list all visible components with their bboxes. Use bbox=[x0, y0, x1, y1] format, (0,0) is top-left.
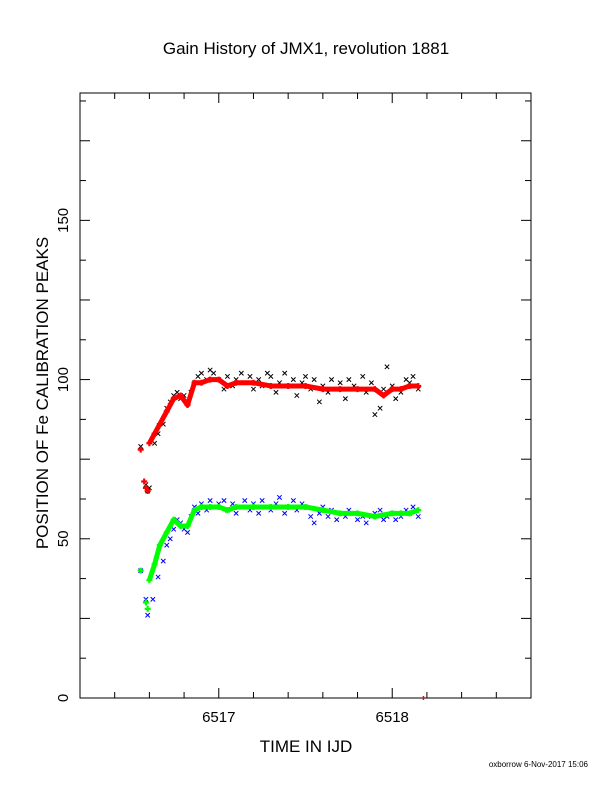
x-axis-label: TIME IN IJD bbox=[260, 737, 353, 756]
data-point bbox=[137, 446, 144, 453]
data-point bbox=[368, 380, 374, 386]
data-point bbox=[247, 373, 253, 379]
data-point bbox=[328, 377, 335, 383]
data-point bbox=[198, 370, 204, 376]
data-point bbox=[311, 377, 317, 383]
data-point bbox=[144, 605, 151, 612]
y-tick-label: 100 bbox=[55, 367, 72, 392]
fit-line bbox=[147, 377, 419, 445]
data-point bbox=[290, 377, 296, 383]
data-point bbox=[381, 386, 387, 392]
data-point bbox=[276, 494, 283, 500]
data-point bbox=[242, 498, 248, 504]
data-marks bbox=[137, 364, 425, 700]
data-point bbox=[142, 599, 149, 606]
data-point bbox=[221, 386, 227, 392]
x-tick-label: 6518 bbox=[376, 709, 409, 726]
data-point bbox=[334, 517, 340, 523]
x-tick-label: 6517 bbox=[202, 709, 235, 726]
data-point bbox=[393, 517, 399, 523]
data-point bbox=[282, 510, 288, 516]
data-point bbox=[164, 542, 170, 548]
data-point bbox=[337, 380, 343, 386]
data-point bbox=[211, 370, 217, 376]
data-point bbox=[346, 377, 352, 383]
data-point bbox=[171, 526, 177, 532]
data-point bbox=[167, 536, 173, 542]
data-point bbox=[311, 520, 317, 526]
data-point bbox=[268, 373, 274, 379]
data-point bbox=[137, 567, 144, 574]
data-point bbox=[294, 392, 300, 399]
data-point bbox=[138, 443, 144, 450]
y-axis-label: POSITION OF Fe CALIBRATION PEAKS bbox=[33, 237, 52, 549]
y-tick-label: 0 bbox=[55, 694, 72, 702]
data-point bbox=[410, 373, 416, 379]
data-point bbox=[144, 488, 151, 495]
data-point bbox=[363, 520, 369, 526]
series-1 bbox=[137, 376, 422, 495]
data-point bbox=[145, 612, 151, 618]
data-point bbox=[233, 510, 239, 516]
chart-title: Gain History of JMX1, revolution 1881 bbox=[163, 39, 449, 58]
data-point bbox=[354, 517, 361, 523]
data-point bbox=[325, 513, 331, 520]
data-point bbox=[256, 510, 262, 516]
footer-stamp: oxborrow 6-Nov-2017 15:06 bbox=[489, 760, 589, 769]
data-point bbox=[410, 504, 416, 510]
data-point bbox=[384, 364, 390, 370]
data-point bbox=[302, 373, 309, 379]
axis-ticks: 6517 6518 0 50 100 150 bbox=[55, 93, 532, 726]
data-point bbox=[238, 370, 244, 376]
data-point bbox=[377, 405, 383, 411]
data-point bbox=[282, 370, 288, 376]
data-point bbox=[316, 399, 322, 405]
data-point bbox=[377, 507, 383, 513]
data-point bbox=[142, 484, 149, 491]
data-point bbox=[342, 396, 348, 402]
data-point bbox=[250, 386, 257, 392]
data-point bbox=[259, 498, 265, 504]
data-point bbox=[290, 498, 296, 504]
data-point bbox=[221, 498, 227, 504]
y-tick-label: 50 bbox=[55, 530, 72, 547]
data-point bbox=[207, 498, 213, 504]
data-point bbox=[360, 373, 366, 379]
series-3 bbox=[137, 503, 422, 612]
data-point bbox=[160, 558, 166, 564]
data-point bbox=[372, 412, 378, 418]
y-tick-label: 150 bbox=[55, 208, 72, 233]
plot-axes bbox=[79, 92, 532, 699]
plot-frame bbox=[79, 92, 532, 699]
data-point bbox=[155, 574, 161, 580]
data-point bbox=[150, 596, 156, 602]
data-point bbox=[393, 396, 399, 402]
data-point bbox=[184, 529, 191, 535]
fit-line bbox=[147, 504, 420, 581]
data-point bbox=[143, 596, 149, 602]
data-point bbox=[141, 478, 148, 485]
data-point bbox=[273, 389, 279, 395]
data-point bbox=[308, 513, 314, 520]
data-point bbox=[415, 513, 421, 520]
data-point bbox=[224, 373, 230, 379]
data-point bbox=[152, 440, 158, 446]
